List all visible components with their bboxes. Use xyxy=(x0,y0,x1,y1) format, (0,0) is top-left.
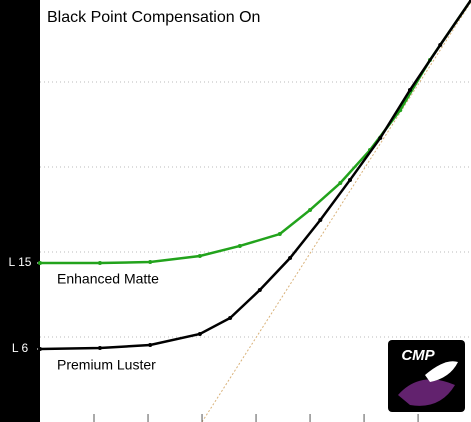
data-point xyxy=(257,288,262,293)
data-point xyxy=(197,331,202,336)
data-point xyxy=(237,243,242,248)
series-label: Enhanced Matte xyxy=(57,271,159,287)
data-point xyxy=(438,43,443,48)
data-point xyxy=(148,260,153,265)
data-point xyxy=(338,181,343,186)
data-point xyxy=(38,346,42,351)
data-point xyxy=(277,232,282,237)
data-point xyxy=(407,88,412,93)
logo-swirl xyxy=(398,379,455,406)
data-point xyxy=(197,254,202,259)
data-point xyxy=(228,316,233,321)
left-band xyxy=(0,0,40,422)
data-point xyxy=(38,260,42,265)
logo-text: CMP xyxy=(401,347,435,364)
data-point xyxy=(97,346,102,351)
data-point xyxy=(148,342,153,347)
reference-line xyxy=(201,1,471,422)
logo: CMP xyxy=(388,340,465,412)
data-point xyxy=(318,217,323,222)
data-point xyxy=(348,177,353,182)
logo-drop xyxy=(425,361,458,382)
series-line xyxy=(40,0,471,265)
chart-title: Black Point Compensation On xyxy=(47,9,260,26)
data-point xyxy=(288,256,293,261)
y-tick-label: L 6 xyxy=(12,341,29,355)
series-label: Premium Luster xyxy=(57,357,156,373)
data-point xyxy=(378,135,383,140)
data-point xyxy=(97,260,102,265)
data-point xyxy=(308,207,313,212)
y-tick-label: L 15 xyxy=(9,255,32,269)
